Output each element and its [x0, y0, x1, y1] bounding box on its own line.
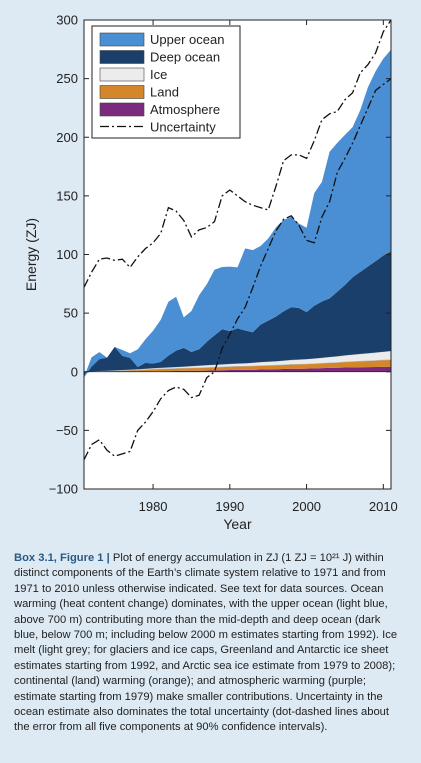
deep-ocean-area — [84, 251, 391, 378]
legend-swatch-deep-ocean — [99, 50, 145, 64]
energy-accumulation-chart: −100 −50 0 50 100 150 200 250 300 1980 1990 2000 201… — [23, 13, 398, 533]
y-tick-label: 100 — [56, 247, 78, 262]
land-area — [84, 359, 391, 372]
legend: Upper ocean Deep ocean Ice Land Atmosphere Un… — [91, 25, 241, 139]
legend-swatch-upper-ocean — [99, 32, 145, 47]
y-tick-label: 150 — [56, 188, 78, 203]
figure-caption: Box 3.1, Figure 1 | Plot of energy accum… — [14, 551, 407, 736]
uncertainty-lower-line — [84, 78, 391, 460]
x-tick-label: 1990 — [215, 499, 244, 514]
upper-ocean-area — [84, 49, 391, 378]
x-tick-label: 1980 — [139, 499, 168, 514]
y-tick-label: 50 — [64, 306, 78, 321]
y-tick-label: −50 — [56, 423, 78, 438]
legend-swatch-ice — [99, 67, 145, 82]
legend-label: Upper ocean — [150, 32, 224, 47]
stacked-areas — [84, 20, 391, 460]
x-tick-label: 2000 — [292, 499, 321, 514]
chart: −100 −50 0 50 100 150 200 250 300 1980 1990 2000 201… — [23, 13, 398, 533]
ice-area — [84, 350, 391, 373]
x-tick-label: 2010 — [369, 499, 398, 514]
y-tick-label: −100 — [49, 482, 78, 497]
x-axis-label: Year — [223, 516, 252, 532]
caption-text: Plot of energy accumulation in ZJ (1 ZJ … — [14, 552, 398, 734]
y-axis-label: Energy (ZJ) — [23, 218, 39, 291]
uncertainty-upper-line — [84, 20, 391, 288]
y-tick-label: 200 — [56, 130, 78, 145]
y-tick-label: 0 — [71, 364, 78, 379]
atmosphere-area — [84, 366, 391, 372]
y-tick-label: 300 — [56, 13, 78, 28]
legend-swatch-land — [99, 85, 145, 99]
legend-swatch-atmosphere — [99, 102, 145, 117]
legend-label: Atmosphere — [150, 102, 220, 117]
caption-label: Box 3.1, Figure 1 | — [14, 552, 110, 564]
legend-label: Ice — [150, 67, 167, 82]
legend-label: Land — [150, 85, 179, 100]
y-tick-label: 250 — [56, 71, 78, 86]
legend-label: Uncertainty — [150, 120, 216, 135]
legend-label: Deep ocean — [150, 50, 220, 65]
